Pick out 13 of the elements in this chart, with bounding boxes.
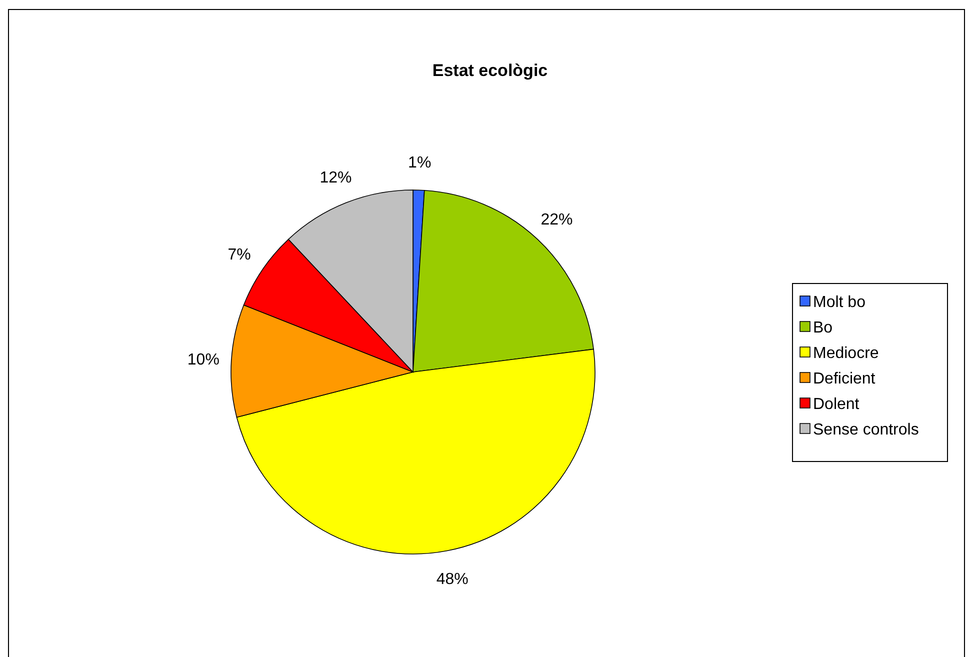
legend-label: Dolent — [813, 396, 860, 413]
data-label: 10% — [187, 351, 220, 368]
legend-label: Bo — [813, 320, 833, 336]
data-label: 48% — [436, 570, 468, 588]
legend-label: Molt bo — [813, 294, 866, 311]
legend-label: Sense controls — [813, 422, 919, 438]
data-label: 1% — [408, 154, 432, 172]
legend-label: Deficient — [813, 370, 876, 388]
data-label: 22% — [540, 212, 573, 229]
data-label: 12% — [320, 169, 352, 186]
data-label: 7% — [228, 246, 251, 264]
chart-title: Estat ecològic — [432, 61, 548, 80]
legend-label: Mediocre — [813, 345, 879, 362]
